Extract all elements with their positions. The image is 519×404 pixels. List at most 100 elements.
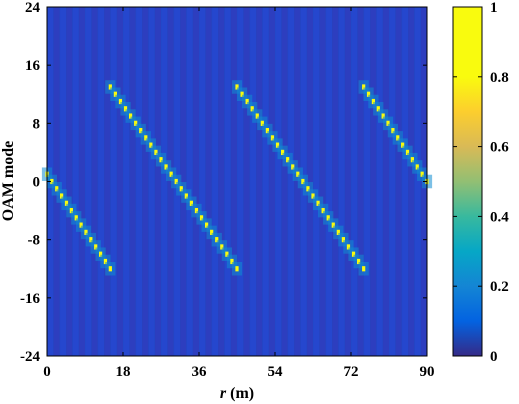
heatmap-cell: [184, 193, 188, 199]
heatmap-column: [123, 7, 130, 356]
heatmap-column: [268, 7, 276, 356]
heatmap-cell: [235, 266, 239, 272]
heatmap-column: [104, 7, 111, 356]
x-tick-label: 54: [268, 364, 284, 380]
heatmap-column: [180, 7, 187, 356]
heatmap-column: [110, 7, 118, 356]
heatmap-column: [313, 7, 320, 356]
heatmap-cell: [391, 128, 395, 134]
heatmap-column: [224, 7, 232, 356]
heatmap-cell: [129, 113, 133, 119]
heatmap-column: [414, 7, 422, 356]
heatmap-column: [218, 7, 225, 356]
heatmap-column: [408, 7, 415, 356]
heatmap-cell: [205, 222, 209, 228]
heatmap-column: [243, 7, 251, 356]
heatmap-cell: [376, 106, 380, 112]
heatmap-cell: [179, 186, 183, 192]
heatmap-cell: [225, 251, 229, 257]
heatmap-cell: [74, 215, 78, 221]
heatmap-cell: [84, 229, 88, 235]
heatmap-cell: [210, 229, 214, 235]
colorbar-tick-label: 0.4: [490, 209, 509, 225]
heatmap-cell: [108, 84, 112, 90]
heatmap-cell: [169, 171, 173, 177]
plot-area: [41, 6, 433, 357]
heatmap-column: [72, 7, 80, 356]
heatmap-cell: [265, 128, 269, 134]
colorbar: 1 0.8 0.6 0.4 0.2 0: [452, 0, 509, 365]
heatmap-column: [281, 7, 289, 356]
y-axis-label: OAM mode: [0, 141, 17, 221]
heatmap-cell: [306, 186, 310, 192]
heatmap-cell: [286, 157, 290, 163]
heatmap-column: [262, 7, 270, 356]
heatmap-column: [287, 7, 295, 356]
heatmap-column: [142, 7, 149, 356]
heatmap-cell: [351, 251, 356, 257]
heatmap-cell: [366, 91, 371, 97]
x-axis-ticks: 0 18 36 54 72 90: [43, 7, 435, 380]
heatmap-cell: [415, 164, 419, 170]
heatmap-cell: [154, 149, 158, 156]
heatmap-column: [135, 7, 143, 356]
heatmap-cell: [405, 149, 410, 156]
heatmap-cell: [134, 120, 138, 126]
x-axis-variable: r: [220, 385, 227, 402]
heatmap-cell: [281, 149, 285, 156]
heatmap-cell: [64, 200, 69, 206]
heatmap-cell: [331, 222, 335, 228]
heatmap-cell: [362, 84, 366, 90]
heatmap-column: [294, 7, 301, 356]
heatmap-cell: [199, 215, 204, 221]
heatmap-column: [249, 7, 257, 356]
y-tick-label: 8: [33, 116, 41, 132]
heatmap-cell: [341, 237, 345, 243]
colorbar-tick-label: 1: [490, 0, 498, 16]
y-tick-label: 16: [25, 58, 41, 74]
heatmap-cell: [159, 157, 163, 163]
heatmap-column: [351, 7, 358, 356]
heatmap-column: [306, 7, 314, 356]
heatmap-column: [148, 7, 156, 356]
heatmap-cell: [386, 120, 390, 126]
heatmap-column: [59, 7, 67, 356]
heatmap-cell: [245, 98, 249, 105]
heatmap-column: [85, 7, 92, 356]
y-tick-label: 0: [33, 175, 41, 191]
colorbar-tick-label: 0.6: [490, 140, 509, 156]
heatmap-cell: [240, 91, 244, 97]
heatmap-cell: [98, 251, 103, 257]
heatmap-cell: [255, 113, 259, 119]
heatmap-cell: [94, 244, 98, 250]
heatmap-column: [382, 7, 390, 356]
heatmap-cell: [321, 207, 325, 214]
heatmap-cell: [164, 164, 168, 170]
heatmap-cell: [316, 200, 320, 206]
heatmap-column: [275, 7, 282, 356]
heatmap-cell: [79, 222, 83, 228]
heatmap-cell: [123, 106, 128, 112]
colorbar-tick-label: 0: [490, 349, 498, 365]
x-axis-label: r (m): [220, 385, 254, 402]
heatmap-column: [129, 7, 137, 356]
heatmap-cell: [69, 207, 73, 214]
heatmap-cell: [55, 186, 59, 192]
heatmap-column: [230, 7, 238, 356]
y-tick-label: -24: [20, 349, 40, 365]
heatmap-cell: [230, 258, 234, 265]
heatmap-cell: [108, 266, 112, 272]
x-axis-unit: (m): [226, 385, 254, 402]
heatmap-column: [66, 7, 73, 356]
heatmap-column: [91, 7, 99, 356]
heatmap-cell: [89, 237, 93, 243]
heatmap-cell: [420, 171, 424, 177]
heatmap-cell: [118, 98, 123, 105]
heatmap-cell: [401, 142, 405, 148]
heatmap-cell: [291, 164, 295, 170]
heatmap-columns: [47, 7, 428, 356]
x-tick-label: 72: [344, 364, 359, 380]
heatmap-cell: [189, 200, 193, 206]
heatmap-column: [338, 7, 346, 356]
